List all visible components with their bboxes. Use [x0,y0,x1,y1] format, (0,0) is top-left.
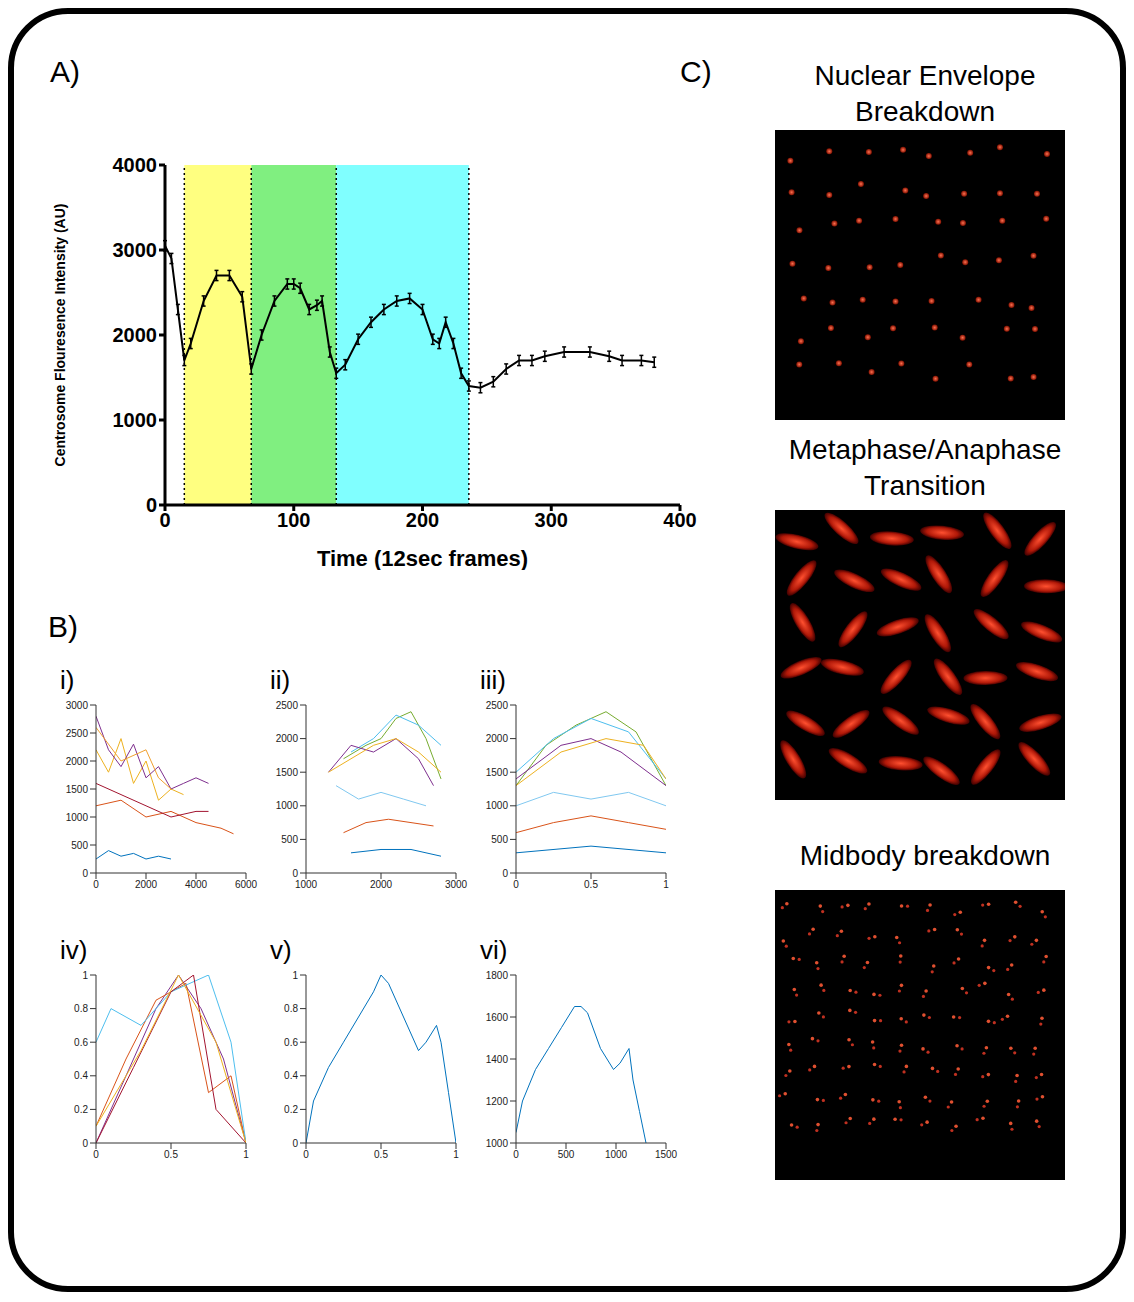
svg-text:1000: 1000 [276,800,299,811]
svg-text:1500: 1500 [276,767,299,778]
svg-text:300: 300 [535,509,568,531]
svg-text:500: 500 [558,1149,575,1160]
svg-text:0.8: 0.8 [284,1003,298,1014]
svg-text:1500: 1500 [66,784,89,795]
svg-text:1000: 1000 [295,879,318,890]
svg-text:200: 200 [406,509,439,531]
svg-text:3000: 3000 [66,700,89,711]
svg-text:2000: 2000 [276,733,299,744]
svg-text:0.4: 0.4 [284,1070,298,1081]
svg-text:0.6: 0.6 [74,1037,88,1048]
html-text:B): B) [48,610,78,643]
svg-text:6000: 6000 [235,879,258,890]
svg-text:3000: 3000 [445,879,468,890]
svg-text:2500: 2500 [276,700,299,711]
svg-text:0.2: 0.2 [74,1104,88,1115]
svg-text:1800: 1800 [486,970,509,981]
svg-text:500: 500 [491,834,508,845]
svg-text:Centrosome Flouresence Intensi: Centrosome Flouresence Intensity (AU) [52,204,68,467]
svg-text:1: 1 [82,970,88,981]
svg-text:0: 0 [146,494,157,516]
svg-text:0.8: 0.8 [74,1003,88,1014]
svg-text:0: 0 [292,1138,298,1149]
svg-text:0.2: 0.2 [284,1104,298,1115]
svg-text:1000: 1000 [605,1149,628,1160]
svg-text:0.6: 0.6 [284,1037,298,1048]
svg-text:1000: 1000 [486,800,509,811]
svg-text:1: 1 [663,879,669,890]
svg-text:0: 0 [82,1138,88,1149]
svg-text:4000: 4000 [185,879,208,890]
svg-text:3000: 3000 [113,239,158,261]
html-text:iv): iv) [60,935,88,965]
svg-text:0: 0 [502,868,508,879]
html-text:Nuclear Envelope Breakdown: Nuclear Envelope Breakdown [814,60,1036,127]
svg-text:1000: 1000 [113,409,158,431]
svg-text:400: 400 [663,509,696,531]
html-text:A): A) [50,55,80,88]
svg-text:0: 0 [303,1149,309,1160]
svg-text:500: 500 [281,834,298,845]
svg-text:2000: 2000 [66,756,89,767]
svg-text:1: 1 [453,1149,459,1160]
svg-text:1: 1 [292,970,298,981]
svg-text:1500: 1500 [655,1149,678,1160]
html-text:vi): vi) [480,935,508,965]
svg-text:2500: 2500 [66,728,89,739]
svg-text:0: 0 [82,868,88,879]
html-text:Midbody breakdown: Midbody breakdown [799,840,1051,871]
svg-text:2000: 2000 [135,879,158,890]
svg-text:0.5: 0.5 [164,1149,178,1160]
svg-text:100: 100 [277,509,310,531]
svg-text:0.5: 0.5 [374,1149,388,1160]
svg-text:0: 0 [93,1149,99,1160]
svg-text:500: 500 [71,840,88,851]
svg-text:1: 1 [243,1149,249,1160]
svg-text:0.5: 0.5 [584,879,598,890]
svg-text:1500: 1500 [486,767,509,778]
svg-text:1000: 1000 [66,812,89,823]
html-text:Metaphase/Anaphase Transition: Metaphase/Anaphase Transition [788,434,1062,501]
svg-text:4000: 4000 [113,154,158,176]
html-text:v): v) [270,935,292,965]
svg-text:2000: 2000 [370,879,393,890]
svg-text:0: 0 [159,509,170,531]
svg-text:Time (12sec frames): Time (12sec frames) [317,546,528,570]
svg-text:0: 0 [513,1149,519,1160]
svg-text:1400: 1400 [486,1054,509,1065]
svg-text:0.4: 0.4 [74,1070,88,1081]
svg-text:2500: 2500 [486,700,509,711]
html-text:i): i) [60,665,75,695]
svg-text:0: 0 [292,868,298,879]
html-text:ii): ii) [270,665,291,695]
svg-text:1000: 1000 [486,1138,509,1149]
svg-text:1200: 1200 [486,1096,509,1107]
html-text:iii): iii) [480,665,506,695]
svg-text:0: 0 [513,879,519,890]
svg-text:0: 0 [93,879,99,890]
svg-text:2000: 2000 [486,733,509,744]
svg-text:1600: 1600 [486,1012,509,1023]
svg-text:2000: 2000 [113,324,158,346]
html-text:C): C) [680,55,712,88]
